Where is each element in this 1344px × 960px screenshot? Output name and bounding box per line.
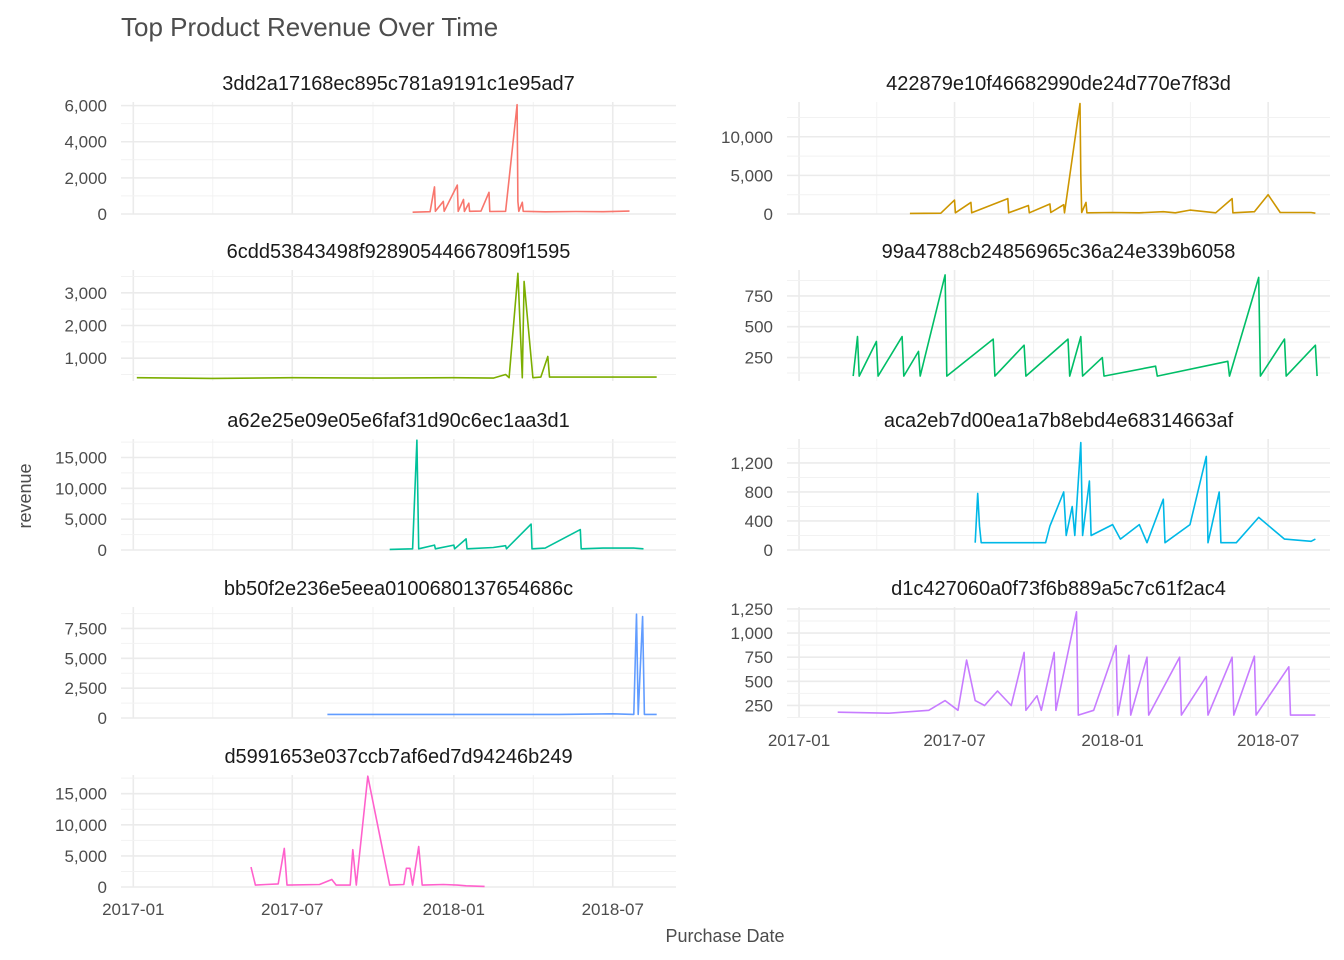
y-tick-label: 5,000 (64, 510, 107, 529)
series-line (852, 274, 1318, 377)
y-tick-label: 15,000 (55, 785, 107, 804)
y-tick-label: 400 (745, 512, 773, 531)
facet-title: d5991653e037ccb7af6ed7d94246b249 (224, 746, 572, 768)
facet-panel: aca2eb7d00ea1a7b8ebd4e68314663af 0 400 800 1… (730, 410, 1330, 560)
series-line (837, 610, 1316, 716)
facet-panel: 422879e10f46682990de24d770e7f83d 0 5,000 10… (721, 73, 1330, 224)
x-tick-label: 2018-01 (423, 900, 485, 919)
y-tick-label: 800 (745, 483, 773, 502)
y-tick-label: 10,000 (721, 128, 773, 147)
y-tick-label: 500 (745, 318, 773, 337)
y-tick-label: 7,500 (64, 619, 107, 638)
y-tick-label: 0 (764, 541, 773, 560)
x-tick-label: 2017-01 (102, 900, 164, 919)
y-tick-label: 5,000 (64, 847, 107, 866)
facet-title: 99a4788cb24856965c36a24e339b6058 (882, 241, 1236, 263)
y-tick-label: 1,000 (64, 349, 107, 368)
facet-title: 422879e10f46682990de24d770e7f83d (886, 73, 1231, 95)
y-tick-label: 750 (745, 287, 773, 306)
x-tick-label: 2017-01 (768, 731, 830, 750)
facet-title: aca2eb7d00ea1a7b8ebd4e68314663af (884, 410, 1234, 432)
facet-title: 3dd2a17168ec895c781a9191c1e95ad7 (222, 73, 575, 95)
y-tick-label: 0 (764, 205, 773, 224)
y-tick-label: 0 (98, 709, 107, 728)
facet-panel: 99a4788cb24856965c36a24e339b6058 250 500 75… (745, 241, 1330, 381)
series-line (136, 272, 657, 380)
y-tick-label: 1,000 (730, 624, 773, 643)
y-tick-label: 0 (98, 541, 107, 560)
y-tick-label: 5,000 (64, 649, 107, 668)
series-line (327, 613, 657, 716)
facet-panels: 3dd2a17168ec895c781a9191c1e95ad7 0 2,000 4,… (55, 73, 1330, 919)
x-tick-label: 2017-07 (261, 900, 323, 919)
y-tick-label: 2,000 (64, 169, 107, 188)
y-tick-label: 4,000 (64, 133, 107, 152)
facet-title: d1c427060a0f73f6b889a5c7c61f2ac4 (891, 578, 1226, 600)
y-tick-label: 250 (745, 696, 773, 715)
x-tick-label: 2017-07 (923, 731, 985, 750)
y-tick-label: 6,000 (64, 97, 107, 116)
facet-panel: a62e25e09e05e6faf31d90c6ec1aa3d1 0 5,000 10… (55, 410, 676, 560)
y-tick-label: 2,000 (64, 317, 107, 336)
x-tick-label: 2018-07 (1237, 731, 1299, 750)
facet-panel: 3dd2a17168ec895c781a9191c1e95ad7 0 2,000 4,… (64, 73, 676, 224)
y-tick-label: 750 (745, 648, 773, 667)
y-tick-label: 10,000 (55, 816, 107, 835)
facet-panel: 6cdd53843498f92890544667809f1595 1,000 2,0… (64, 241, 676, 381)
series-line (250, 775, 485, 888)
y-tick-label: 0 (98, 878, 107, 897)
y-tick-label: 2,500 (64, 679, 107, 698)
y-tick-label: 500 (745, 672, 773, 691)
y-tick-label: 1,250 (730, 600, 773, 619)
x-tick-label: 2018-01 (1081, 731, 1143, 750)
y-axis-title: revenue (15, 463, 35, 528)
y-tick-label: 10,000 (55, 479, 107, 498)
series-line (412, 103, 630, 213)
y-tick-label: 250 (745, 349, 773, 368)
y-tick-label: 3,000 (64, 284, 107, 303)
y-tick-label: 15,000 (55, 449, 107, 468)
series-line (909, 102, 1316, 215)
facet-panel: d1c427060a0f73f6b889a5c7c61f2ac4 250 500 75… (730, 578, 1330, 750)
x-axis-title: Purchase Date (665, 926, 784, 946)
facet-title: 6cdd53843498f92890544667809f1595 (227, 241, 571, 263)
facet-panel: d5991653e037ccb7af6ed7d94246b249 0 5,000 10… (55, 746, 676, 919)
facet-title: a62e25e09e05e6faf31d90c6ec1aa3d1 (227, 410, 570, 432)
y-tick-label: 5,000 (730, 166, 773, 185)
y-tick-label: 0 (98, 205, 107, 224)
series-line (389, 439, 644, 551)
y-tick-label: 1,200 (730, 454, 773, 473)
chart-title: Top Product Revenue Over Time (121, 12, 498, 42)
facet-title: bb50f2e236e5eea0100680137654686c (224, 578, 573, 600)
x-tick-label: 2018-07 (582, 900, 644, 919)
series-line (974, 441, 1316, 544)
facet-panel: bb50f2e236e5eea0100680137654686c 0 2,500 5,… (64, 578, 676, 728)
